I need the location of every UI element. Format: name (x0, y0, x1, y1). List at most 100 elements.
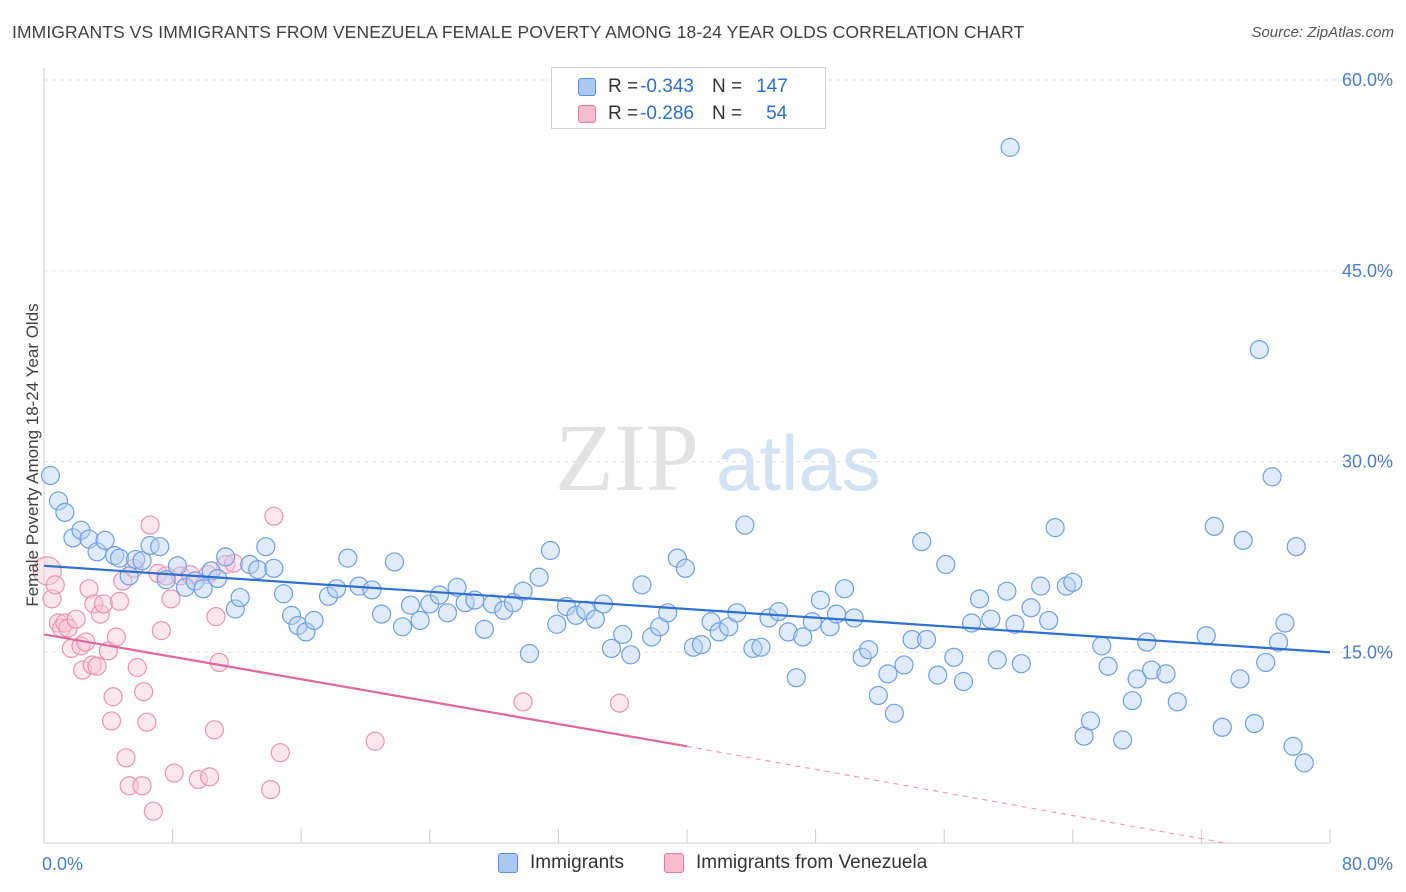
immigrants-point-2 (55, 502, 75, 522)
immigrants-point-128 (1141, 660, 1162, 680)
immigrants-point-104 (944, 647, 964, 667)
x-tick-label-0: 0.0% (42, 854, 83, 874)
venezuela-point-22 (109, 591, 130, 611)
immigrants-point-86 (793, 627, 813, 647)
immigrants-point-121 (1080, 711, 1101, 731)
immigrants-point-62 (585, 609, 605, 629)
immigrants-point-41 (392, 617, 413, 637)
immigrants-point-29 (273, 584, 294, 604)
venezuela-point-12 (79, 579, 99, 599)
immigrants-point-111 (1005, 614, 1025, 634)
immigrants-point-87 (802, 612, 822, 632)
y-axis-label: Female Poverty Among 18-24 Year Olds (23, 303, 42, 606)
immigrants-point-110 (997, 581, 1017, 601)
immigrants-point-35 (326, 579, 347, 599)
legend-r-label: R = (608, 103, 639, 124)
bottom-legend-swatch-immigrants (498, 853, 518, 873)
venezuela-point-31 (140, 515, 160, 535)
immigrants-point-96 (878, 664, 898, 684)
venezuela-point-30 (137, 712, 157, 732)
immigrants-point-7 (95, 530, 115, 550)
immigrants-point-66 (621, 645, 641, 665)
immigrants-point-33 (304, 610, 324, 631)
immigrants-point-55 (519, 643, 540, 664)
immigrants-point-137 (1249, 339, 1269, 360)
immigrants-point-38 (362, 580, 382, 600)
immigrants-point-64 (601, 638, 622, 659)
bottom-legend: Immigrants Immigrants from Venezuela (0, 852, 1406, 878)
venezuela-point-44 (206, 607, 226, 627)
immigrants-point-116 (1045, 518, 1065, 538)
immigrants-point-101 (916, 629, 937, 650)
immigrants-point-76 (709, 622, 729, 642)
venezuela-point-19 (101, 711, 122, 731)
immigrants-point-114 (1031, 576, 1051, 596)
immigrants-point-122 (1092, 636, 1112, 656)
immigrants-point-56 (529, 567, 549, 587)
venezuela-point-53 (609, 693, 630, 713)
immigrants-point-139 (1262, 467, 1282, 487)
trend-lines (43, 564, 1331, 844)
venezuela-point-14 (84, 594, 104, 614)
immigrants-point-23 (225, 599, 245, 619)
legend-n-value: 54 (766, 103, 788, 124)
immigrants-point-34 (318, 586, 339, 606)
immigrants-point-138 (1256, 652, 1276, 673)
y-tick-label-3: 60.0% (1342, 70, 1393, 90)
immigrants-point-75 (701, 612, 721, 632)
immigrants-point-45 (429, 585, 450, 605)
immigrants-point-72 (675, 558, 695, 578)
trend-line-venezuela-extension (686, 745, 1226, 844)
legend: R = -0.343 N = 147 R = -0.286 N = 54 (551, 67, 826, 129)
immigrants-point-13 (140, 535, 160, 556)
x-tick-label-1: 80.0% (1342, 854, 1393, 874)
bottom-legend-immigrants[interactable]: Immigrants (498, 852, 624, 874)
immigrants-point-94 (859, 640, 879, 660)
immigrants-point-57 (540, 540, 560, 561)
venezuela-point-50 (270, 743, 290, 763)
immigrants-point-54 (513, 581, 533, 601)
immigrants-point-107 (969, 589, 990, 609)
y-tick-label-2: 45.0% (1342, 261, 1393, 281)
watermark-zip: ZIP (555, 404, 699, 511)
venezuela-point-42 (199, 767, 220, 787)
venezuela-point-8 (66, 609, 86, 629)
immigrants-point-43 (410, 610, 430, 631)
immigrants-point-11 (126, 549, 146, 570)
immigrants-point-103 (936, 554, 956, 575)
venezuela-point-43 (204, 720, 224, 740)
bottom-legend-venezuela[interactable]: Immigrants from Venezuela (664, 852, 927, 874)
y-tick-label-1: 30.0% (1342, 452, 1393, 472)
immigrants-point-132 (1204, 516, 1224, 536)
immigrants-point-42 (400, 595, 421, 615)
immigrants-point-19 (193, 579, 213, 599)
venezuela-point-28 (132, 776, 152, 796)
venezuela-point-36 (161, 589, 181, 609)
immigrants-point-39 (371, 604, 392, 624)
bottom-legend-label-immigrants: Immigrants (530, 852, 624, 873)
venezuela-point-51 (365, 731, 385, 751)
venezuela-point-32 (143, 801, 163, 821)
legend-r-label: R = (608, 76, 639, 97)
immigrants-point-32 (296, 622, 316, 642)
immigrants-point-1 (48, 491, 69, 511)
immigrants-point-99 (902, 629, 922, 650)
immigrants-point-125 (1122, 690, 1142, 711)
legend-swatch-venezuela (578, 105, 596, 123)
legend-n-label: N = (711, 103, 743, 124)
immigrants-point-141 (1275, 613, 1295, 633)
venezuela-point-2 (45, 575, 65, 595)
trend-line-venezuela (43, 633, 688, 748)
legend-row-immigrants: R = -0.343 N = 147 (578, 74, 788, 100)
bottom-legend-label-venezuela: Immigrants from Venezuela (696, 852, 928, 873)
immigrants-point-36 (338, 548, 358, 568)
immigrants-point-81 (751, 637, 771, 657)
venezuela-point-48 (261, 779, 281, 800)
immigrants-point-119 (1000, 137, 1020, 157)
immigrants-point-12 (132, 551, 152, 571)
immigrants-point-0 (40, 465, 61, 486)
axes (43, 68, 1331, 844)
legend-n-label: N = (711, 76, 743, 97)
immigrants-point-67 (632, 575, 652, 595)
